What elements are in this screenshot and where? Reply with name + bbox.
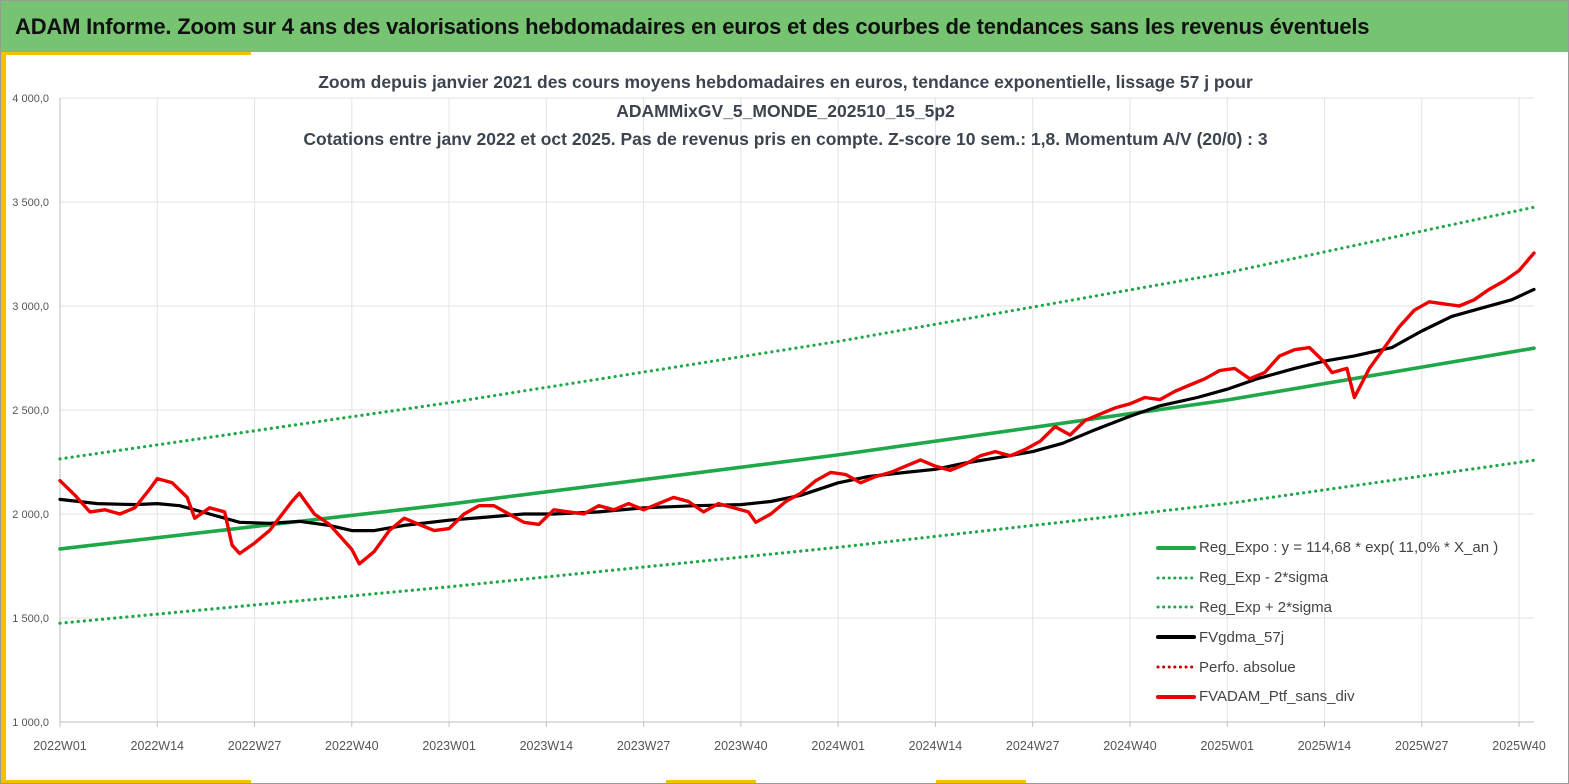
legend-swatch bbox=[1156, 694, 1196, 699]
x-tick-label: 2024W40 bbox=[1103, 739, 1157, 753]
legend-item: Reg_Exp + 2*sigma bbox=[1156, 593, 1536, 623]
legend-label: Reg_Exp - 2*sigma bbox=[1199, 569, 1329, 587]
legend-item: Perfo. absolue bbox=[1156, 652, 1536, 682]
x-tick-label: 2025W40 bbox=[1492, 739, 1546, 753]
x-tick-label: 2022W40 bbox=[325, 739, 379, 753]
chart-legend: Reg_Expo : y = 114,68 * exp( 11,0% * X_a… bbox=[1156, 533, 1536, 712]
x-tick-label: 2022W01 bbox=[33, 739, 87, 753]
x-tick-label: 2024W14 bbox=[909, 739, 963, 753]
y-tick-label: 2 500,0 bbox=[12, 405, 49, 417]
chart-title-line-3: Cotations entre janv 2022 et oct 2025. P… bbox=[303, 129, 1268, 149]
y-tick-label: 1 000,0 bbox=[12, 717, 49, 729]
chart-title-line-2: ADAMMixGV_5_MONDE_202510_15_5p2 bbox=[616, 101, 955, 121]
legend-swatch bbox=[1156, 576, 1196, 580]
legend-item: FVADAM_Ptf_sans_div bbox=[1156, 682, 1536, 712]
x-tick-label: 2022W14 bbox=[131, 739, 185, 753]
legend-item: Reg_Exp - 2*sigma bbox=[1156, 563, 1536, 593]
accent-bar-top bbox=[1, 52, 251, 55]
legend-swatch bbox=[1156, 635, 1196, 640]
legend-label: Perfo. absolue bbox=[1199, 658, 1296, 676]
series-line-1 bbox=[58, 458, 1536, 625]
banner: ADAM Informe. Zoom sur 4 ans des valoris… bbox=[1, 1, 1568, 52]
y-tick-label: 2 000,0 bbox=[12, 509, 49, 521]
legend-swatch bbox=[1156, 605, 1196, 609]
legend-label: FVADAM_Ptf_sans_div bbox=[1199, 688, 1355, 706]
accent-bar-bottom bbox=[1, 780, 251, 783]
accent-bar-left bbox=[1, 52, 6, 783]
legend-swatch bbox=[1156, 545, 1196, 550]
accent-bar-bottom bbox=[936, 780, 1026, 783]
x-tick-label: 2025W27 bbox=[1395, 739, 1449, 753]
y-tick-label: 4 000,0 bbox=[12, 93, 49, 105]
x-tick-label: 2023W14 bbox=[520, 739, 574, 753]
series-line-5 bbox=[58, 251, 1536, 566]
series-line-0 bbox=[58, 346, 1536, 551]
x-tick-label: 2022W27 bbox=[228, 739, 282, 753]
x-tick-label: 2023W40 bbox=[714, 739, 768, 753]
banner-title: ADAM Informe. Zoom sur 4 ans des valoris… bbox=[15, 14, 1370, 39]
legend-label: FVgdma_57j bbox=[1199, 628, 1285, 646]
x-tick-label: 2025W14 bbox=[1298, 739, 1352, 753]
legend-swatch bbox=[1156, 665, 1196, 669]
x-tick-label: 2024W01 bbox=[811, 739, 865, 753]
accent-bar-bottom bbox=[666, 780, 756, 783]
legend-item: FVgdma_57j bbox=[1156, 622, 1536, 652]
legend-label: Reg_Exp + 2*sigma bbox=[1199, 598, 1332, 616]
series-line-2 bbox=[58, 205, 1536, 461]
x-tick-label: 2023W27 bbox=[617, 739, 671, 753]
x-tick-label: 2024W27 bbox=[1006, 739, 1060, 753]
chart-title-line-1: Zoom depuis janvier 2021 des cours moyen… bbox=[318, 72, 1253, 92]
y-tick-label: 1 500,0 bbox=[12, 613, 49, 625]
y-tick-label: 3 500,0 bbox=[12, 197, 49, 209]
y-tick-label: 3 000,0 bbox=[12, 301, 49, 313]
legend-label: Reg_Expo : y = 114,68 * exp( 11,0% * X_a… bbox=[1199, 539, 1499, 557]
series-line-3 bbox=[58, 287, 1536, 533]
x-tick-label: 2023W01 bbox=[422, 739, 476, 753]
legend-item: Reg_Expo : y = 114,68 * exp( 11,0% * X_a… bbox=[1156, 533, 1536, 563]
x-tick-label: 2025W01 bbox=[1200, 739, 1254, 753]
